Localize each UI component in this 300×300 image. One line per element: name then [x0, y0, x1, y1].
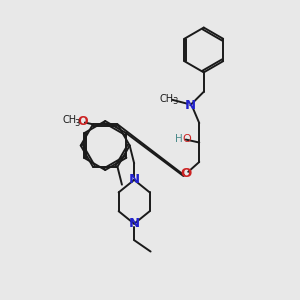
Text: CH: CH — [160, 94, 174, 104]
Text: N: N — [129, 217, 140, 230]
Text: 3: 3 — [74, 119, 80, 128]
Text: O: O — [77, 115, 88, 128]
Text: CH: CH — [63, 115, 77, 125]
Text: N: N — [129, 173, 140, 186]
Text: N: N — [185, 99, 196, 112]
Text: 3: 3 — [172, 97, 177, 106]
Text: H: H — [175, 134, 183, 144]
Text: O: O — [180, 167, 191, 180]
Text: O: O — [182, 134, 191, 144]
